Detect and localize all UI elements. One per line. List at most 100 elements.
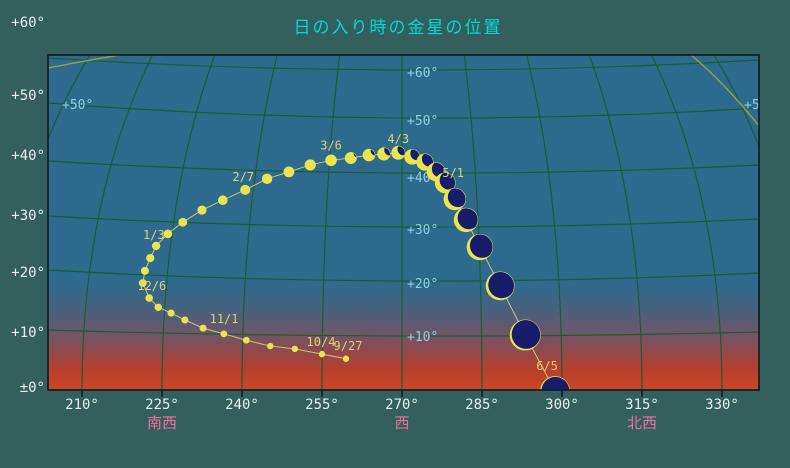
azimuth-grid-line — [48, 55, 91, 141]
venus-disk — [220, 330, 228, 338]
venus-point — [261, 173, 273, 185]
venus-point — [453, 207, 479, 233]
alt-axis-label: +60° — [11, 15, 45, 31]
date-label: 12/6 — [137, 279, 166, 293]
alt-axis-label: ±0° — [20, 380, 45, 396]
altitude-grid-line — [48, 160, 759, 174]
venus-point — [318, 350, 326, 358]
az-axis-label: 285° — [465, 397, 499, 413]
chart-title: 日の入り時の金星の位置 — [294, 18, 503, 38]
az-axis-label: 240° — [225, 397, 259, 413]
azimuth-grid-line — [588, 55, 643, 390]
az-axis-label: 300° — [545, 397, 579, 413]
venus-disk — [344, 151, 357, 164]
venus-disk — [261, 173, 273, 185]
inner-grid-label: +10° — [407, 330, 438, 345]
ecliptic-line — [48, 55, 124, 69]
venus-dark-side — [488, 271, 515, 299]
venus-point — [240, 184, 251, 195]
azimuth-grid-line — [81, 55, 153, 390]
venus-disk — [146, 253, 155, 263]
venus-point — [404, 149, 420, 165]
inner-grid-label: +60° — [407, 66, 438, 81]
venus-disk — [167, 309, 175, 317]
venus-point — [283, 166, 295, 178]
inner-grid-label: +50° — [407, 114, 438, 129]
date-label: 6/5 — [536, 359, 558, 373]
venus-point — [199, 324, 207, 332]
date-label: 10/4 — [307, 335, 336, 349]
az-axis-label: 270° — [385, 397, 419, 413]
azimuth-grid-line — [713, 55, 759, 149]
date-label: 4/3 — [387, 132, 409, 146]
venus-point — [163, 229, 173, 239]
venus-dark-side — [397, 146, 405, 156]
venus-point — [218, 195, 228, 206]
venus-disk — [283, 166, 295, 178]
sky-horizon-gradient — [48, 55, 759, 390]
venus-disk — [291, 345, 298, 353]
venus-disk — [342, 355, 350, 362]
venus-point — [362, 148, 376, 162]
azimuth-grid-line — [526, 55, 563, 390]
venus-point — [291, 345, 298, 353]
plot-area: +50°+60°+50°+40°+30°+20°+10°+50°9/2710/4… — [48, 55, 775, 390]
venus-point — [466, 233, 494, 261]
az-axis-label: 225° — [145, 397, 179, 413]
venus-disk — [154, 303, 162, 311]
venus-disk — [199, 324, 207, 332]
az-axis-label: 255° — [305, 397, 339, 413]
venus-disk — [197, 205, 207, 215]
direction-label: 南西 — [147, 414, 177, 432]
altitude-grid-line — [48, 215, 759, 228]
venus-point — [145, 294, 153, 302]
venus-point — [391, 145, 406, 160]
venus-point — [325, 154, 337, 167]
venus-point — [485, 271, 515, 301]
venus-dark-side — [541, 376, 570, 390]
venus-disk — [140, 266, 149, 275]
venus-disk — [151, 241, 161, 251]
venus-disk — [325, 154, 337, 167]
alt-axis-label: +20° — [11, 265, 45, 281]
inner-grid-label: +50° — [744, 98, 775, 113]
az-axis-label: 330° — [705, 397, 739, 413]
venus-dark-side — [511, 320, 541, 349]
date-label: 2/7 — [232, 170, 254, 184]
venus-dark-side — [469, 234, 493, 258]
venus-disk — [181, 316, 189, 324]
date-label: 5/1 — [442, 166, 464, 180]
venus-disk — [318, 350, 326, 358]
azimuth-grid-line — [651, 55, 723, 390]
venus-disk — [138, 279, 147, 287]
venus-dark-side — [457, 208, 478, 230]
venus-point — [304, 159, 316, 171]
venus-point — [540, 376, 571, 390]
venus-point — [167, 309, 175, 317]
venus-dark-side — [410, 149, 420, 161]
venus-disk — [178, 217, 188, 227]
alt-axis-label: +30° — [11, 208, 45, 224]
venus-point — [242, 336, 250, 344]
venus-point — [342, 355, 350, 362]
direction-label: 西 — [394, 414, 409, 432]
venus-point — [146, 253, 155, 263]
venus-point — [181, 316, 189, 324]
alt-axis-label: +50° — [11, 88, 45, 104]
azimuth-grid-line — [321, 55, 341, 390]
ecliptic-line — [690, 55, 759, 127]
venus-disk — [163, 229, 173, 239]
venus-dark-side — [370, 149, 375, 156]
alt-axis-label: +40° — [11, 148, 45, 164]
venus-disk — [240, 184, 251, 195]
az-axis-label: 210° — [65, 397, 99, 413]
date-label: 9/27 — [334, 339, 363, 353]
altitude-grid-line — [48, 329, 759, 337]
inner-grid-label: +20° — [407, 277, 438, 292]
venus-point — [178, 217, 188, 227]
azimuth-grid-line — [161, 55, 216, 390]
venus-point — [220, 330, 228, 338]
plot-border — [47, 54, 760, 391]
azimuth-grid-line — [463, 55, 483, 390]
